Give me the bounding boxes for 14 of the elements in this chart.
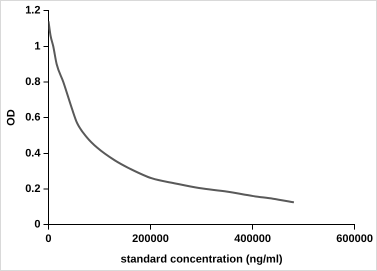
y-tick-label: 0.4 bbox=[25, 147, 42, 160]
x-tick-label: 600000 bbox=[336, 233, 374, 246]
y-axis-title: OD bbox=[6, 109, 18, 126]
line-series bbox=[48, 20, 295, 204]
x-tick-label: 400000 bbox=[234, 233, 271, 246]
y-tick-label: 0.8 bbox=[25, 76, 40, 88]
y-tick-label: 0.2 bbox=[25, 182, 40, 195]
y-tick-label: 0.6 bbox=[25, 112, 40, 124]
x-tick-label: 0 bbox=[45, 233, 52, 246]
y-tick-label: 0 bbox=[34, 218, 40, 231]
y-tick-label: 1 bbox=[34, 40, 40, 52]
y-tick-label: 1.2 bbox=[25, 4, 40, 17]
x-tick-label: 200000 bbox=[132, 233, 169, 246]
x-axis-title: standard concentration (ng/ml) bbox=[120, 253, 283, 266]
